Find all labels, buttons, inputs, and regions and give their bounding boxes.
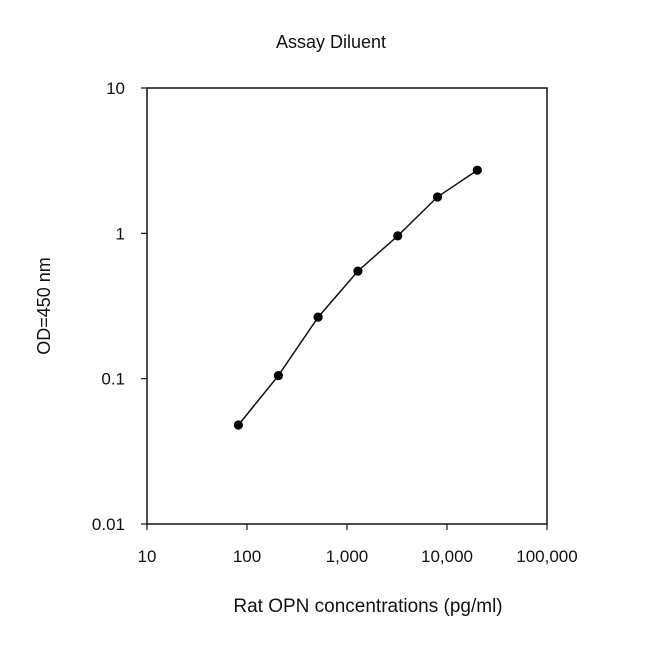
x-tick-label: 10 [138,547,157,566]
plot-area-frame [146,87,548,525]
y-tick-label: 0.1 [101,370,125,389]
x-tick-label: 1,000 [326,547,369,566]
y-tick-label: 10 [106,79,125,98]
x-axis-label: Rat OPN concentrations (pg/ml) [233,596,502,617]
x-tick-label: 100,000 [516,547,577,566]
x-tick-label: 100 [233,547,261,566]
data-point [472,165,482,175]
series-line [237,169,478,426]
series-layer [233,165,482,430]
y-tick-label: 0.01 [92,515,125,534]
data-point [273,370,283,381]
chart-title: Assay Diluent [276,32,386,52]
data-point [432,192,443,202]
x-tick-label: 10,000 [421,547,473,566]
y-tick-label: 1 [116,224,125,243]
data-point [353,266,363,276]
tick-layer: 10 100 1,000 10,000 100,000 0.01 0.1 1 10 [92,79,578,566]
data-point [233,420,243,430]
data-point [313,312,323,322]
y-axis-label: OD=450 nm [34,257,54,355]
data-point [393,231,403,241]
